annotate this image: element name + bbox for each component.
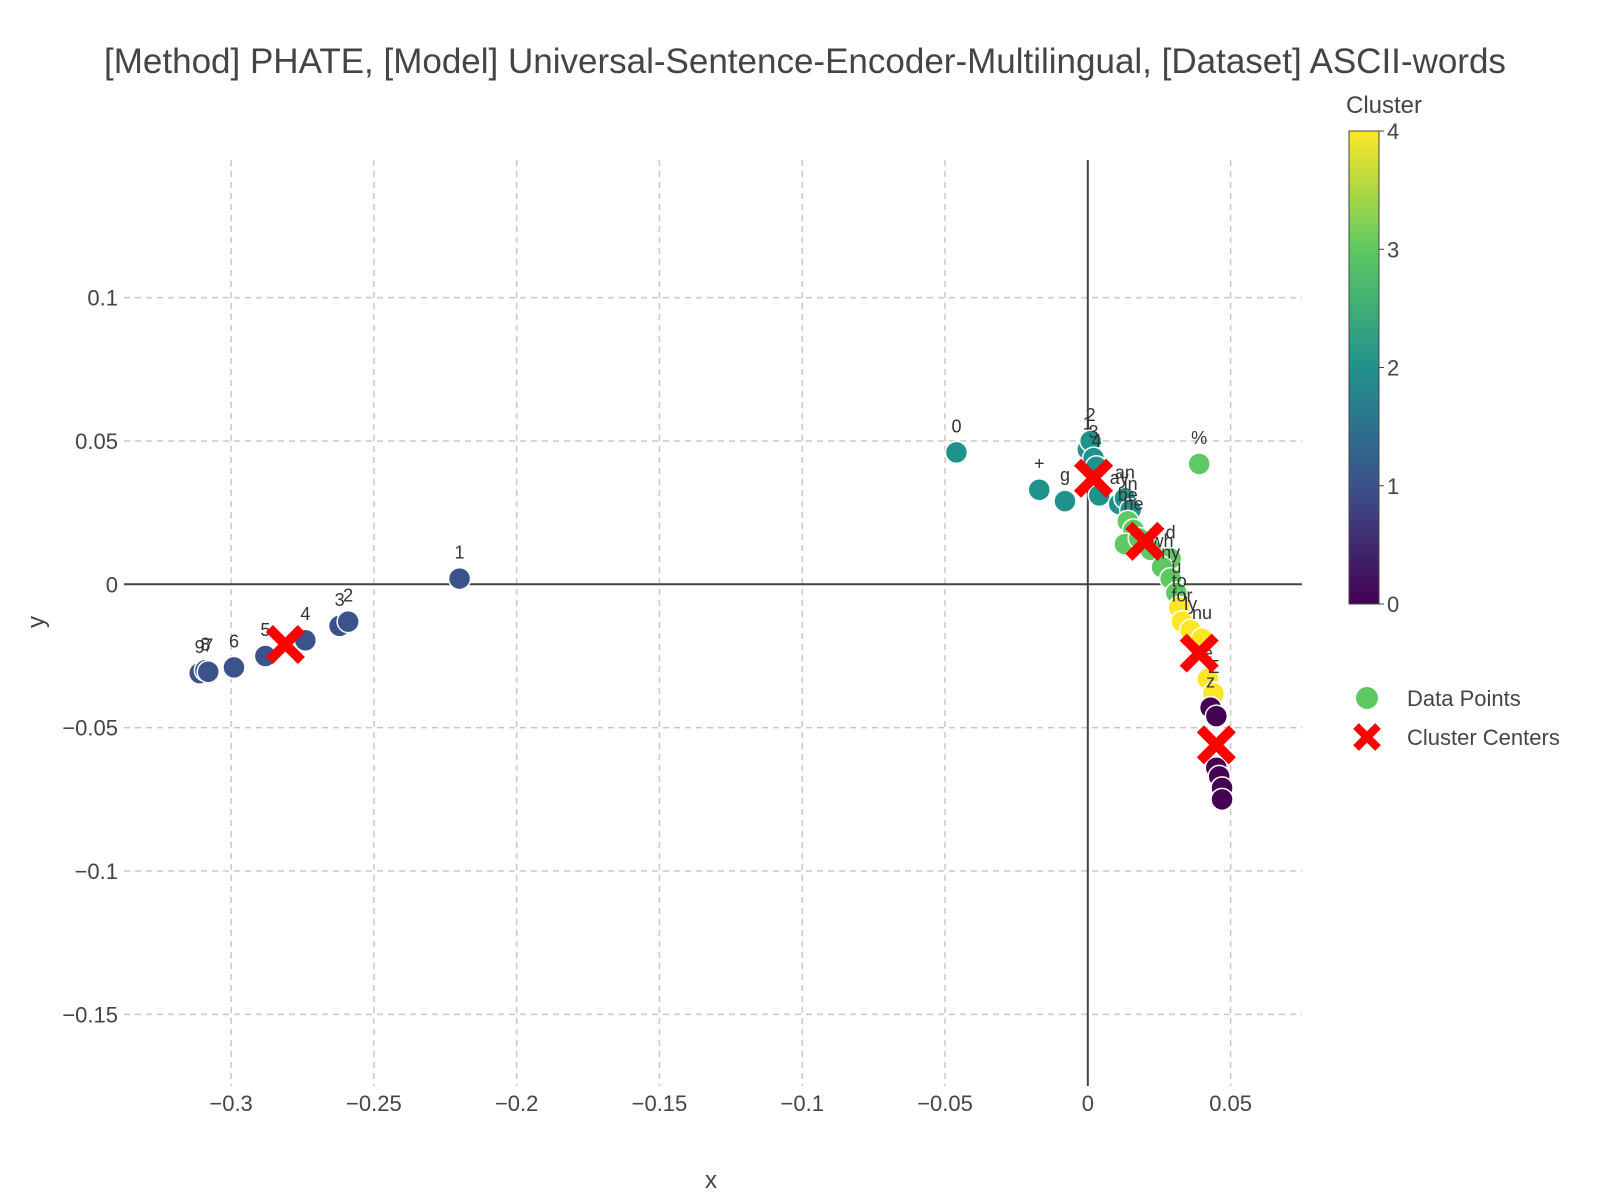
data-point-label: 8	[200, 634, 210, 654]
x-axis-title: x	[705, 1167, 717, 1194]
data-point-label: z	[1206, 672, 1215, 692]
data-point-label: 5	[260, 620, 270, 640]
cluster-center-stroke	[1196, 725, 1236, 765]
data-point	[336, 609, 360, 634]
cluster-center-marker	[1125, 521, 1165, 561]
legend-label-cluster-centers: Cluster Centers	[1407, 725, 1560, 750]
point-labels: 987 6543210+g1234ayaninbehedwhnyu%toforly…	[195, 405, 1220, 692]
x-tick-label: −0.1	[781, 1091, 824, 1116]
data-point-label: in	[1124, 474, 1138, 494]
y-axis-title: y	[23, 616, 50, 628]
cluster-center-marker	[1179, 633, 1219, 673]
x-tick-label: 0.05	[1209, 1091, 1252, 1116]
data-point-label: he	[1123, 494, 1143, 514]
x-tick-label: −0.15	[632, 1091, 688, 1116]
colorbar-tick-label: 1	[1387, 474, 1399, 499]
legend-label-data-points: Data Points	[1407, 686, 1521, 711]
data-point-label: +	[1034, 454, 1045, 474]
x-tick-label: −0.25	[346, 1091, 402, 1116]
data-point	[1187, 452, 1211, 476]
cluster-centers	[265, 458, 1236, 765]
data-point-label: e	[1203, 643, 1213, 663]
cluster-center-stroke	[1073, 458, 1114, 498]
y-tick-label: 0.1	[87, 286, 118, 311]
colorbar-tick-label: 2	[1387, 356, 1399, 381]
cluster-center-marker	[1073, 458, 1114, 498]
y-tick-label: −0.15	[62, 1002, 118, 1027]
cluster-center-marker	[1196, 725, 1236, 765]
colorbar-tick-label: 0	[1387, 592, 1399, 617]
cluster-center-stroke	[1125, 521, 1165, 561]
data-point-label: 9	[195, 637, 205, 657]
data-point-label: 0	[951, 416, 961, 436]
data-point-label: ly	[1184, 594, 1197, 614]
grid-lines	[124, 160, 1302, 1086]
data-point-label: 4	[1091, 431, 1101, 451]
data-point-label: 3	[335, 590, 345, 610]
colorbar-tick-label: 3	[1387, 237, 1399, 262]
data-point-label: nu	[1192, 603, 1212, 623]
data-point-label: u	[1171, 557, 1181, 577]
colorbar: Cluster 0 1 2 3 4	[1346, 92, 1422, 617]
data-point	[196, 659, 220, 684]
data-point	[944, 440, 969, 465]
colorbar-tick-label: 4	[1387, 119, 1399, 144]
colorbar-ticks: 0 1 2 3 4	[1379, 119, 1399, 617]
data-point-label: to	[1172, 571, 1187, 591]
data-point-label: ay	[1110, 468, 1129, 488]
data-point	[1027, 477, 1052, 502]
data-point-label: be	[1118, 485, 1138, 505]
cluster-center-marker	[265, 624, 305, 665]
data-point-label: 6	[229, 631, 239, 651]
cluster-center-stroke	[1179, 633, 1219, 673]
data-point-label: an	[1115, 462, 1135, 482]
data-point-label: %	[1191, 428, 1207, 448]
data-point-label: ny	[1161, 543, 1180, 563]
data-point-label: d	[1166, 522, 1176, 542]
data-point-label: g	[1060, 465, 1070, 485]
data-point	[1210, 787, 1234, 812]
chart-title: [Method] PHATE, [Model] Universal-Senten…	[104, 42, 1506, 81]
data-point-label: 7	[203, 636, 213, 656]
data-point-label: 4	[300, 604, 310, 624]
data-point-label: 1	[455, 543, 465, 563]
data-point-label: for	[1172, 586, 1193, 606]
y-tick-label: 0	[106, 572, 118, 597]
legend-marker-data-points	[1356, 687, 1378, 709]
cluster-center-stroke	[265, 624, 305, 665]
x-tick-label: 0	[1082, 1091, 1094, 1116]
colorbar-gradient	[1348, 130, 1380, 605]
data-points	[187, 429, 1234, 812]
x-tick-label: −0.05	[917, 1091, 973, 1116]
x-tick-label: −0.2	[495, 1091, 538, 1116]
axes: −0.3 −0.25 −0.2 −0.15 −0.1 −0.05 0 0.050.10.050…	[62, 160, 1302, 1116]
colorbar-title: Cluster	[1346, 92, 1422, 119]
data-point-label: 2	[343, 586, 353, 606]
y-tick-label: 0.05	[75, 429, 118, 454]
data-point	[1204, 704, 1229, 728]
data-point	[1053, 489, 1077, 513]
data-point-label: 1	[1083, 414, 1093, 434]
data-point	[222, 655, 246, 680]
y-tick-label: −0.05	[62, 716, 118, 741]
data-point-label: 3	[1089, 422, 1099, 442]
legend-marker-cluster-centers	[1353, 723, 1381, 751]
legend: Data Points Cluster Centers	[1353, 686, 1560, 751]
data-point-label: 2	[1086, 405, 1096, 425]
y-tick-label: −0.1	[75, 859, 118, 884]
data-point	[447, 566, 472, 591]
x-tick-label: −0.3	[209, 1091, 252, 1116]
